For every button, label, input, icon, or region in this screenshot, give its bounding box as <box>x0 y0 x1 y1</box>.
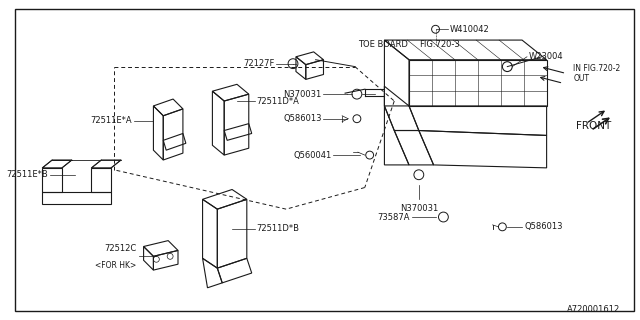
Text: 72511D*A: 72511D*A <box>257 97 300 106</box>
Text: OUT: OUT <box>573 74 589 83</box>
Text: N370031: N370031 <box>284 90 321 99</box>
Text: TOE BOARD: TOE BOARD <box>358 41 408 50</box>
Text: IN FIG.720-2: IN FIG.720-2 <box>573 64 620 73</box>
Text: 72512C: 72512C <box>104 244 137 253</box>
Text: FIG.720-3: FIG.720-3 <box>419 41 460 50</box>
Text: 72511D*B: 72511D*B <box>257 224 300 233</box>
Text: Q586013: Q586013 <box>524 222 563 231</box>
Text: Q560041: Q560041 <box>293 151 332 160</box>
Text: 72511E*A: 72511E*A <box>90 116 132 125</box>
Text: 72127F: 72127F <box>243 59 275 68</box>
Text: Q586013: Q586013 <box>283 114 321 123</box>
Text: W23004: W23004 <box>529 52 564 61</box>
Text: FRONT: FRONT <box>576 121 611 131</box>
Text: 73587A: 73587A <box>378 212 410 221</box>
Text: W410042: W410042 <box>449 25 489 34</box>
Text: <FOR HK>: <FOR HK> <box>95 261 137 270</box>
Text: N370031: N370031 <box>400 204 438 213</box>
Text: 72511E*B: 72511E*B <box>6 170 48 179</box>
Text: A720001612: A720001612 <box>567 306 620 315</box>
